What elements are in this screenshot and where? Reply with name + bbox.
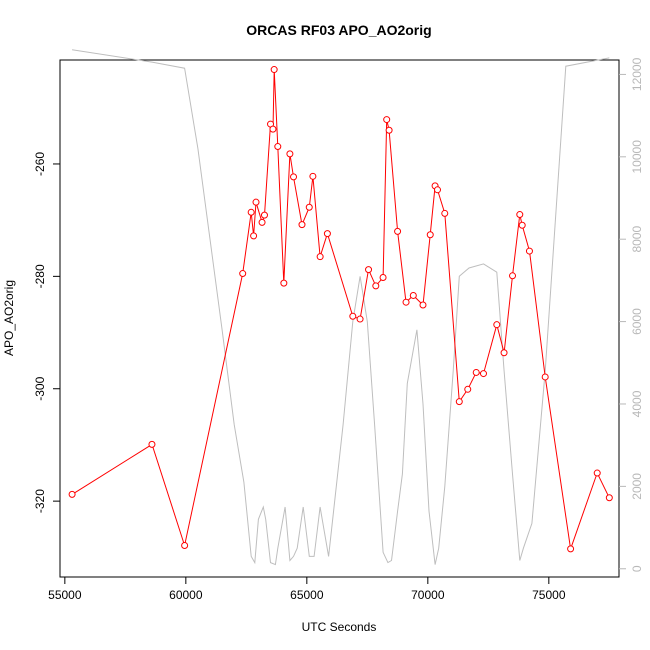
data-point [250, 232, 258, 240]
data-point [260, 211, 268, 219]
data-point [148, 440, 156, 448]
data-point [270, 66, 278, 74]
y-tick-label: -320 [33, 489, 47, 513]
data-point [402, 298, 410, 306]
series-line [72, 49, 610, 566]
data-point [181, 542, 189, 550]
y-axis-right: 0 2000 4000 6000 8000 10000 12000 [619, 57, 644, 572]
data-point [309, 172, 317, 180]
data-point [269, 125, 277, 133]
x-tick-label: 75000 [532, 588, 566, 602]
y-axis-left: -320 -300 -280 -260 [33, 152, 60, 513]
series-primary [68, 66, 613, 553]
y2-tick-label: 10000 [630, 140, 644, 174]
x-tick-label: 60000 [169, 588, 203, 602]
plot-frame [59, 59, 620, 578]
data-point [518, 221, 526, 229]
data-point [509, 272, 517, 280]
data-point [323, 230, 331, 238]
data-point [605, 494, 613, 502]
data-point [349, 312, 357, 320]
data-point [409, 291, 417, 299]
data-point [365, 266, 373, 274]
data-point [516, 211, 524, 219]
chart-title: ORCAS RF03 APO_AO2orig [246, 22, 431, 38]
data-point [286, 150, 294, 158]
data-point [394, 227, 402, 235]
series-line [71, 69, 610, 550]
data-point [68, 490, 76, 498]
data-point [419, 301, 427, 309]
data-point [316, 253, 324, 261]
data-point [472, 368, 480, 376]
data-point [239, 270, 247, 278]
series-secondary [72, 49, 610, 566]
data-point [305, 203, 313, 211]
y-tick-label: -300 [33, 376, 47, 400]
y2-tick-label: 2000 [630, 473, 644, 500]
x-tick-label: 70000 [411, 588, 445, 602]
data-point [525, 247, 533, 255]
data-point [541, 373, 549, 381]
y2-tick-label: 6000 [630, 308, 644, 335]
y2-tick-label: 12000 [630, 57, 644, 91]
data-point [258, 218, 266, 226]
data-point [479, 370, 487, 378]
data-point [252, 198, 260, 206]
y2-tick-label: 4000 [630, 390, 644, 417]
y2-tick-label: 0 [630, 565, 644, 572]
data-point [500, 349, 508, 357]
data-point [434, 186, 442, 194]
data-point [280, 279, 288, 287]
x-tick-label: 55000 [48, 588, 82, 602]
y-tick-label: -280 [33, 264, 47, 288]
data-point [247, 208, 255, 216]
series-layer [68, 49, 613, 566]
data-point [441, 209, 449, 217]
y2-tick-label: 8000 [630, 226, 644, 253]
data-point [567, 545, 575, 553]
data-point [274, 143, 282, 151]
data-point [493, 321, 501, 329]
data-point [385, 126, 393, 134]
data-point [383, 116, 391, 124]
data-point [298, 221, 306, 229]
data-point [455, 398, 463, 406]
data-point [290, 173, 298, 181]
data-point [379, 273, 387, 281]
y-tick-label: -260 [33, 152, 47, 176]
data-point [464, 385, 472, 393]
y-axis-label: APO_AO2orig [2, 280, 16, 356]
x-axis: 55000 60000 65000 70000 75000 [48, 577, 566, 602]
x-tick-label: 65000 [290, 588, 324, 602]
data-point [356, 315, 364, 323]
data-point [426, 231, 434, 239]
data-point [593, 469, 601, 477]
x-axis-label: UTC Seconds [302, 620, 377, 634]
data-point [372, 282, 380, 290]
